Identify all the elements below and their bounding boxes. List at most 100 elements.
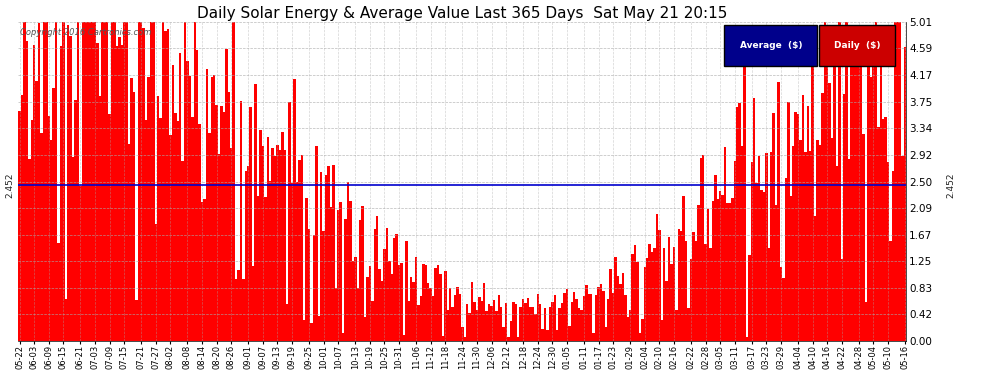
Bar	[435, 268, 437, 341]
Bar	[330, 207, 333, 341]
Bar	[578, 308, 580, 341]
Bar	[700, 158, 702, 341]
Bar	[349, 201, 351, 341]
Bar	[391, 274, 393, 341]
Bar	[157, 96, 159, 341]
Bar	[466, 304, 468, 341]
Bar	[233, 22, 235, 341]
Bar	[646, 258, 648, 341]
Bar	[762, 192, 765, 341]
Bar	[782, 278, 785, 341]
Bar	[84, 22, 86, 341]
Bar	[140, 22, 143, 341]
Bar	[605, 327, 607, 341]
Bar	[405, 241, 408, 341]
Bar	[89, 22, 91, 341]
Bar	[707, 209, 709, 341]
Bar	[780, 267, 782, 341]
Bar	[259, 130, 261, 341]
Bar	[313, 235, 315, 341]
Bar	[515, 304, 517, 341]
Text: Copyright 2016 Cartronics.com: Copyright 2016 Cartronics.com	[20, 28, 151, 37]
Bar	[739, 102, 741, 341]
Bar	[408, 301, 410, 341]
Bar	[845, 22, 847, 341]
Bar	[583, 296, 585, 341]
Bar	[57, 243, 59, 341]
Bar	[269, 180, 271, 341]
Bar	[548, 307, 551, 341]
Bar	[719, 191, 722, 341]
Bar	[23, 22, 26, 341]
Bar	[266, 136, 269, 341]
Bar	[43, 22, 46, 341]
Bar	[500, 307, 503, 341]
Bar	[171, 65, 174, 341]
Bar	[850, 60, 852, 341]
Bar	[225, 50, 228, 341]
Bar	[745, 338, 748, 341]
Bar	[169, 135, 171, 341]
Bar	[359, 220, 361, 341]
Bar	[430, 288, 432, 341]
Bar	[240, 101, 243, 341]
Bar	[342, 333, 345, 341]
Bar	[899, 22, 902, 341]
Bar	[458, 294, 461, 341]
Bar	[665, 281, 668, 341]
Bar	[680, 231, 682, 341]
Bar	[133, 92, 136, 341]
Bar	[902, 156, 904, 341]
Bar	[870, 78, 872, 341]
Bar	[196, 50, 198, 341]
Bar	[653, 248, 655, 341]
Bar	[483, 283, 485, 341]
Bar	[148, 77, 149, 341]
Bar	[789, 196, 792, 341]
FancyBboxPatch shape	[725, 25, 818, 66]
Bar	[650, 252, 653, 341]
Bar	[722, 195, 724, 341]
Bar	[79, 186, 81, 341]
Bar	[602, 291, 605, 341]
Bar	[276, 145, 278, 341]
Bar	[111, 22, 113, 341]
Bar	[420, 296, 422, 341]
Bar	[741, 146, 743, 341]
Bar	[373, 229, 376, 341]
Bar	[113, 22, 116, 341]
Bar	[668, 237, 670, 341]
Bar	[388, 261, 391, 341]
Bar	[19, 111, 21, 341]
Bar	[288, 102, 291, 341]
Bar	[629, 310, 632, 341]
Bar	[675, 310, 677, 341]
Bar	[186, 61, 189, 341]
Bar	[301, 155, 303, 341]
Bar	[152, 22, 154, 341]
Bar	[238, 270, 240, 341]
Bar	[154, 225, 157, 341]
Bar	[685, 241, 687, 341]
Bar	[819, 145, 821, 341]
Bar	[847, 159, 850, 341]
Bar	[607, 299, 610, 341]
Bar	[532, 307, 534, 341]
Bar	[704, 244, 707, 341]
Bar	[588, 294, 590, 341]
Bar	[251, 266, 254, 341]
Bar	[522, 299, 525, 341]
Bar	[568, 326, 570, 341]
Bar	[812, 58, 814, 341]
Bar	[736, 107, 739, 341]
Bar	[507, 336, 510, 341]
Bar	[575, 299, 578, 341]
Bar	[765, 153, 767, 341]
Bar	[254, 84, 256, 341]
Bar	[378, 269, 381, 341]
Bar	[77, 22, 79, 341]
Bar	[874, 22, 877, 341]
Bar	[534, 314, 537, 341]
Bar	[54, 22, 57, 341]
Bar	[690, 259, 692, 341]
